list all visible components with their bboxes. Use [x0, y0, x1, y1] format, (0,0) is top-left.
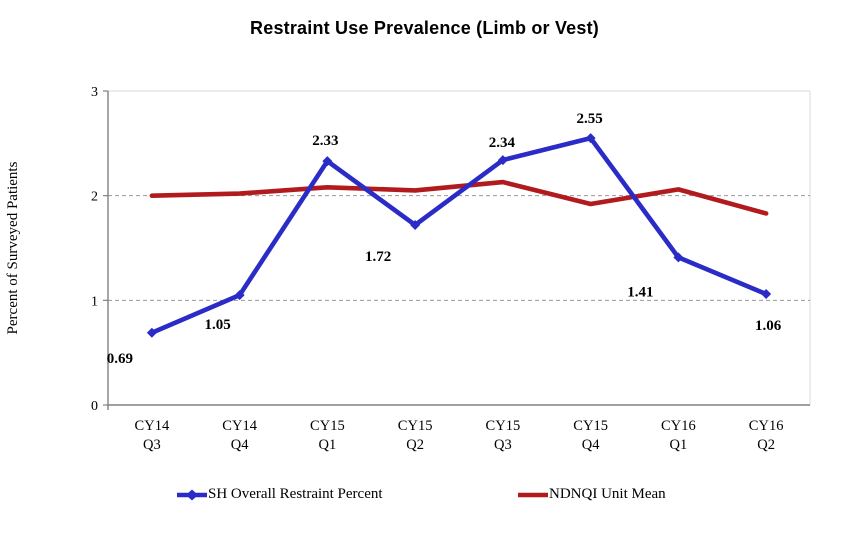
data-point-marker	[585, 133, 596, 144]
y-tick-label: 3	[91, 85, 98, 100]
y-tick-label: 2	[91, 190, 98, 205]
x-tick-label: CY15 Q1	[310, 418, 345, 453]
y-tick-label: 1	[91, 294, 98, 309]
data-label: 0.69	[107, 351, 133, 367]
red-series-line-icon	[518, 492, 548, 497]
data-label: 2.34	[489, 135, 516, 151]
data-point-marker	[234, 290, 245, 301]
x-tick-label: CY15 Q4	[573, 418, 608, 453]
data-label: 2.33	[312, 133, 338, 149]
data-point-marker	[410, 219, 421, 230]
chart-title: Restraint Use Prevalence (Limb or Vest)	[250, 18, 599, 38]
legend-label-sh-overall: SH Overall Restraint Percent	[208, 486, 383, 502]
legend-item-sh-overall: SH Overall Restraint Percent	[177, 486, 383, 503]
data-point-marker	[146, 327, 157, 338]
data-label: 1.06	[755, 318, 782, 334]
data-label: 2.55	[577, 111, 603, 127]
legend-item-ndnqi: NDNQI Unit Mean	[518, 486, 666, 503]
x-tick-label: CY16 Q2	[749, 418, 784, 453]
x-tick-label: CY15 Q2	[398, 418, 433, 453]
series-line-ndnqi	[149, 179, 769, 216]
data-label: 1.72	[365, 249, 391, 265]
series-line-sh-overall	[149, 135, 769, 336]
data-label: 1.41	[627, 284, 653, 300]
data-point-marker	[673, 252, 684, 263]
x-tick-label: CY14 Q3	[135, 418, 170, 453]
data-point-marker	[497, 155, 508, 166]
x-tick-label: CY16 Q1	[661, 418, 696, 453]
blue-series-line-icon	[177, 489, 207, 500]
y-tick-label: 0	[91, 399, 98, 414]
x-tick-label: CY14 Q4	[222, 418, 257, 453]
legend-label-ndnqi: NDNQI Unit Mean	[549, 486, 666, 502]
data-point-marker	[322, 156, 333, 167]
data-point-marker	[761, 289, 772, 300]
x-tick-label: CY15 Q3	[486, 418, 521, 453]
data-label: 1.05	[205, 317, 231, 333]
